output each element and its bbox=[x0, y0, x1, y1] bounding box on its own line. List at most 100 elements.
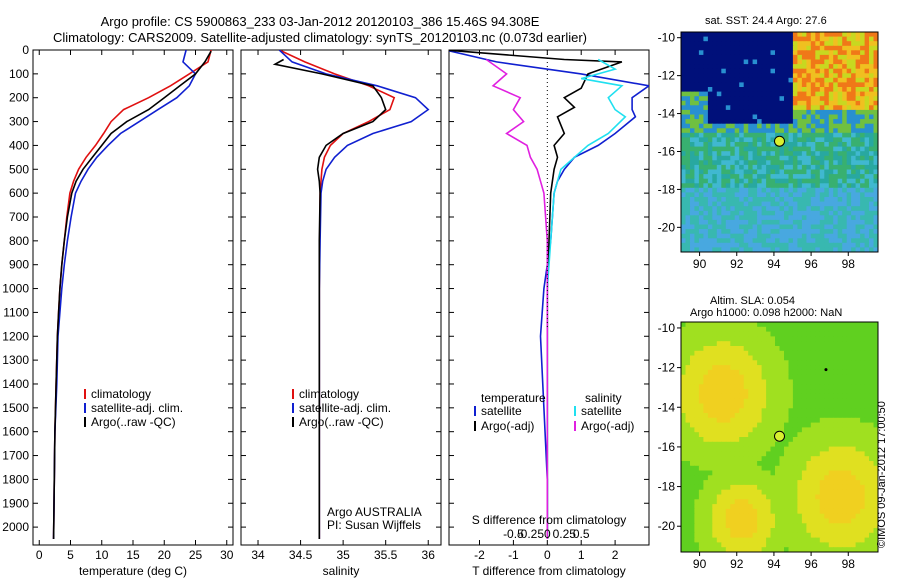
sla-map-cell bbox=[698, 489, 704, 495]
sla-map-cell bbox=[873, 441, 879, 448]
sla-map-cell bbox=[698, 379, 704, 385]
sst-map-cell bbox=[690, 146, 695, 152]
sla-map-cell bbox=[712, 422, 718, 428]
sst-map-cell bbox=[712, 229, 718, 235]
sst-map-cell bbox=[784, 64, 789, 70]
sst-map-cell bbox=[869, 82, 874, 88]
sla-map-cell bbox=[801, 470, 807, 476]
sst-map-cell bbox=[846, 201, 852, 207]
sst-map-cell bbox=[725, 238, 731, 244]
sla-map-cell bbox=[707, 537, 713, 543]
sst-map-cell bbox=[712, 174, 718, 180]
sst-map-cell bbox=[716, 32, 722, 38]
sla-map-cell bbox=[698, 542, 704, 548]
sst-map-cell bbox=[846, 77, 852, 83]
sla-map-cell bbox=[824, 494, 830, 500]
sla-map-cell bbox=[752, 528, 758, 534]
sla-map-cell bbox=[712, 413, 718, 419]
sla-map-cell bbox=[743, 393, 749, 400]
sst-map-cell bbox=[775, 54, 780, 60]
sst-map-cell bbox=[797, 219, 803, 225]
sst-map-cell bbox=[690, 169, 695, 175]
sla-map-cell bbox=[815, 451, 821, 457]
sla-map-cell bbox=[721, 518, 727, 524]
sst-map-cell bbox=[712, 169, 718, 175]
sst-map-cell bbox=[698, 164, 704, 170]
sla-map-cell bbox=[712, 393, 718, 400]
sla-map-cell bbox=[860, 331, 866, 337]
sst-map-cell bbox=[694, 87, 700, 93]
sst-map-cell bbox=[810, 114, 816, 120]
sla-map-cell bbox=[851, 413, 857, 419]
sst-map-cell bbox=[743, 54, 749, 60]
sla-map-cell bbox=[846, 499, 852, 505]
sla-map-cell bbox=[761, 336, 767, 342]
sst-map-cell bbox=[685, 119, 691, 125]
sla-map-cell bbox=[815, 360, 821, 366]
sla-map-cell bbox=[730, 355, 736, 361]
sst-map-cell bbox=[766, 137, 772, 143]
sst-map-cell bbox=[757, 169, 763, 175]
sla-map-cell bbox=[846, 542, 852, 548]
sla-map-cell bbox=[810, 422, 816, 428]
sla-map-cell bbox=[792, 504, 798, 510]
sst-map-cell bbox=[784, 169, 789, 175]
sla-map-cell bbox=[716, 355, 722, 361]
sla-map-cell bbox=[725, 408, 731, 414]
sst-map-cell bbox=[810, 142, 816, 148]
sst-map-cell bbox=[837, 82, 843, 88]
sla-map-cell bbox=[788, 360, 794, 366]
sst-map-cell bbox=[730, 247, 736, 253]
sla-map-cell bbox=[810, 389, 816, 395]
sst-map-cell bbox=[690, 123, 695, 129]
sla-map-cell bbox=[815, 355, 821, 361]
sst-map-cell bbox=[842, 219, 848, 225]
sst-map-cell bbox=[810, 215, 816, 221]
sst-map-cell bbox=[860, 155, 866, 161]
sst-map-cell bbox=[685, 164, 691, 170]
sst-map-cell bbox=[801, 160, 807, 166]
sst-map-cell bbox=[779, 114, 785, 120]
sst-map-cell bbox=[788, 114, 794, 120]
sst-map-cell bbox=[819, 82, 825, 88]
sst-map-cell bbox=[681, 174, 686, 180]
sst-map-cell bbox=[761, 142, 767, 148]
sst-map-cell bbox=[864, 206, 870, 212]
sst-map-cell bbox=[752, 247, 758, 253]
sst-map-cell bbox=[752, 137, 758, 143]
sst-map-cell bbox=[761, 36, 767, 42]
sla-map-cell bbox=[792, 369, 798, 376]
sla-map-cell bbox=[806, 331, 812, 337]
sst-map-cell bbox=[860, 73, 866, 79]
sla-map-cell bbox=[779, 346, 785, 352]
sst-map-cell bbox=[873, 45, 879, 51]
sla-map-cell bbox=[784, 461, 789, 467]
sst-map-cell bbox=[842, 174, 848, 180]
sla-map-cell bbox=[833, 403, 839, 409]
sst-map-cell bbox=[703, 155, 709, 161]
sst-map-cell bbox=[801, 59, 807, 65]
sst-map-cell bbox=[698, 109, 704, 115]
sst-map-cell bbox=[851, 54, 857, 60]
sst-map-cell bbox=[716, 187, 722, 193]
sla-map-cell bbox=[775, 346, 780, 352]
sst-map-cell bbox=[806, 215, 812, 221]
sst-map-cell bbox=[703, 59, 709, 65]
sst-map-cell bbox=[828, 59, 834, 65]
sst-map-cell bbox=[739, 183, 745, 189]
sst-map-cell bbox=[734, 215, 740, 221]
sla-map-cell bbox=[694, 528, 700, 534]
sla-map-cell bbox=[784, 432, 789, 438]
sst-map-cell bbox=[739, 164, 745, 170]
sst-map-cell bbox=[743, 164, 749, 170]
salinity-profile-frame bbox=[240, 49, 442, 546]
sst-map-cell bbox=[869, 100, 874, 106]
sst-map-cell bbox=[739, 242, 745, 248]
sla-map-cell bbox=[725, 484, 731, 491]
sla-map-cell bbox=[739, 408, 745, 414]
sla-map-cell bbox=[860, 384, 866, 390]
sla-map-cell bbox=[797, 532, 803, 539]
sla-map-cell bbox=[694, 532, 700, 539]
sst-map-cell bbox=[716, 36, 722, 42]
sla-map-cell bbox=[721, 461, 727, 467]
